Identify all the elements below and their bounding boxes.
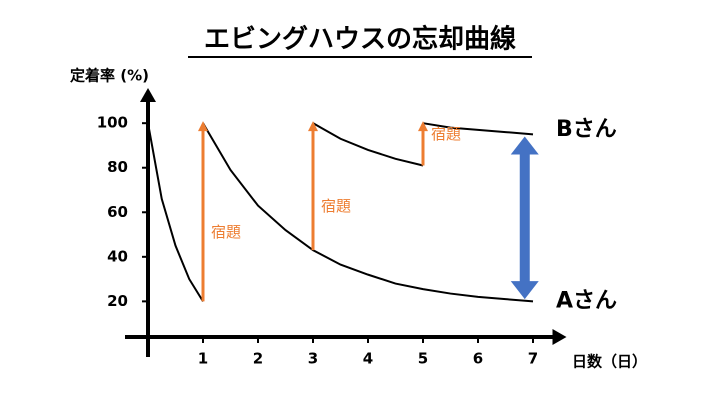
review-arrowhead <box>308 121 318 132</box>
x-tick-label: 3 <box>308 350 318 368</box>
x-tick-label: 2 <box>253 350 263 368</box>
x-tick-label: 5 <box>418 350 428 368</box>
difference-arrowhead <box>510 136 539 155</box>
review-arrowhead <box>418 121 428 132</box>
x-tick-label: 4 <box>363 350 373 368</box>
forgetting-curve <box>312 122 424 167</box>
y-tick-label: 80 <box>107 158 128 176</box>
review-label: 宿題 <box>211 223 241 241</box>
x-tick-label: 7 <box>528 350 538 368</box>
y-tick-label: 100 <box>97 114 128 132</box>
review-label: 宿題 <box>321 197 351 215</box>
y-tick-label: 20 <box>107 292 128 310</box>
review-arrowhead <box>198 121 208 132</box>
review-label: 宿題 <box>431 125 461 143</box>
x-axis-label: 日数（日） <box>572 353 647 371</box>
difference-arrowhead <box>510 281 539 300</box>
series-label: Aさん <box>556 288 617 313</box>
forgetting-curve <box>202 122 534 303</box>
y-tick-label: 60 <box>107 203 128 221</box>
chart-title: エビングハウスの忘却曲線 <box>204 24 516 55</box>
y-axis-arrow <box>140 88 156 102</box>
forgetting-curve <box>147 123 204 302</box>
y-axis-label: 定着率 (%) <box>70 67 149 85</box>
series-label: Bさん <box>556 117 617 142</box>
x-tick-label: 1 <box>198 350 208 368</box>
x-tick-label: 6 <box>473 350 483 368</box>
x-axis-arrow <box>552 329 567 345</box>
forgetting-curve <box>422 122 534 136</box>
y-tick-label: 40 <box>107 247 128 265</box>
